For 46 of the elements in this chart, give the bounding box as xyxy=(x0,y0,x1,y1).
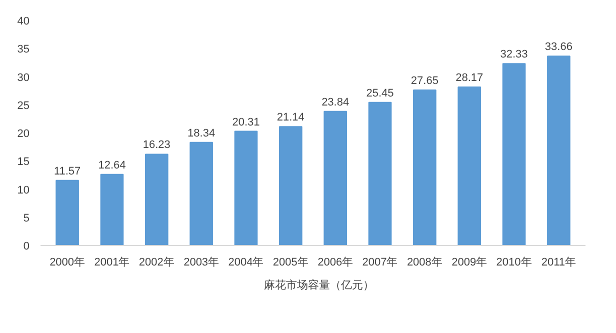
bar xyxy=(144,154,168,246)
x-tick-label: 2000年 xyxy=(50,256,86,268)
data-label: 20.31 xyxy=(232,116,260,128)
data-label: 21.14 xyxy=(276,112,304,124)
y-tick-label: 0 xyxy=(23,240,30,252)
bar xyxy=(56,180,79,246)
bar xyxy=(190,142,213,246)
bar xyxy=(324,110,348,246)
y-tick-label: 15 xyxy=(17,156,30,168)
x-tick-label: 2007年 xyxy=(362,256,398,268)
bar xyxy=(458,86,482,246)
data-label: 32.33 xyxy=(500,48,528,61)
x-tick-label: 2006年 xyxy=(318,256,354,268)
x-tick-label: 2010年 xyxy=(496,256,532,268)
data-label: 12.64 xyxy=(98,159,126,172)
y-tick-label: 40 xyxy=(17,16,30,28)
bar xyxy=(413,89,436,246)
x-tick-label: 2005年 xyxy=(272,256,308,268)
x-tick-label: 2003年 xyxy=(184,256,220,268)
data-label: 33.66 xyxy=(544,41,572,54)
data-label: 28.17 xyxy=(456,72,484,84)
data-label: 25.45 xyxy=(366,87,394,100)
bar xyxy=(502,63,526,246)
y-tick-label: 30 xyxy=(17,72,30,84)
data-label: 27.65 xyxy=(410,74,438,87)
x-tick-label: 2001年 xyxy=(94,256,130,268)
data-label: 18.34 xyxy=(188,127,216,140)
x-tick-label: 2009年 xyxy=(452,256,488,268)
text: 麻花市场容量（亿元） xyxy=(264,278,374,292)
data-label: 16.23 xyxy=(142,139,170,152)
bar xyxy=(368,102,392,246)
y-tick-label: 10 xyxy=(17,184,30,196)
bar xyxy=(100,174,124,246)
x-tick-label: 2011年 xyxy=(541,256,576,268)
bar xyxy=(234,130,258,246)
x-tick-label: 2004年 xyxy=(228,256,264,268)
y-tick-label: 5 xyxy=(23,212,30,224)
x-tick-label: 2008年 xyxy=(406,256,442,268)
bar xyxy=(547,56,570,246)
y-tick-label: 25 xyxy=(17,100,30,112)
bar xyxy=(278,126,302,246)
data-label: 11.57 xyxy=(54,165,81,178)
data-label: 23.84 xyxy=(322,96,350,108)
y-tick-label: 35 xyxy=(17,44,30,56)
y-tick-label: 20 xyxy=(17,128,30,140)
x-tick-label: 2002年 xyxy=(138,256,174,268)
